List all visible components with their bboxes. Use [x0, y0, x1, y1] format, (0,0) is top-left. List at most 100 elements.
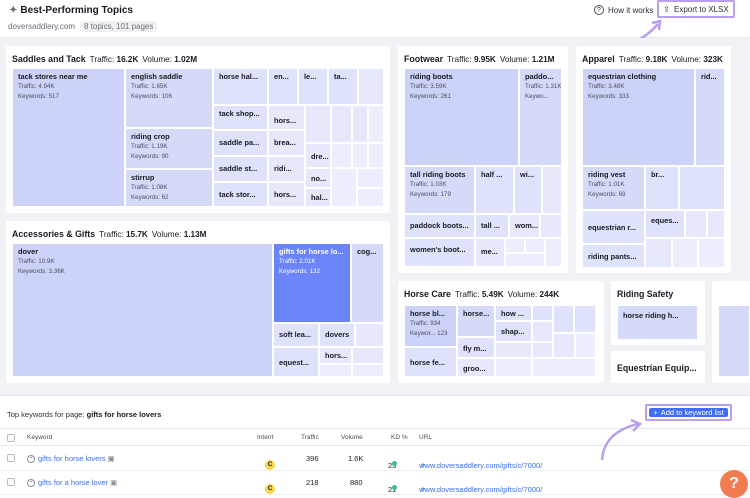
treemap-cell: [532, 321, 553, 342]
treemap-cell[interactable]: stirrup Traffic: 1.08K Keywords: 62: [125, 169, 213, 207]
treemap-cell[interactable]: equest...: [273, 347, 319, 377]
treemap-cell[interactable]: riding crop Traffic: 1.19K Keywords: 90: [125, 128, 213, 169]
column-kd[interactable]: KD %: [391, 434, 408, 441]
treemap-cell[interactable]: saddle pa...: [213, 130, 268, 156]
table-row: +gifts for a horse lover ▣ C 218 880 21 …: [0, 471, 750, 495]
treemap-cell[interactable]: paddo... Traffic: 1.31K Keywo...: [519, 68, 562, 166]
treemap-cell[interactable]: hors...: [268, 182, 305, 207]
treemap-cell[interactable]: horse riding h...: [617, 305, 698, 340]
treemap-cell[interactable]: riding boots Traffic: 3.59K Keywords: 261: [404, 68, 519, 166]
treemap-cell[interactable]: english saddle Traffic: 1.65K Keywords: 10…: [125, 68, 213, 128]
treemap-cell[interactable]: shap...: [495, 321, 532, 342]
serp-icon[interactable]: ▣: [110, 478, 118, 487]
column-traffic[interactable]: Traffic: [301, 434, 319, 441]
select-all-checkbox[interactable]: [7, 434, 15, 442]
treemap-cell: [685, 210, 707, 238]
table-row: +gifts for horse lovers ▣ C 396 1.6K 25 …: [0, 447, 750, 471]
treemap-cell[interactable]: dre...: [305, 143, 331, 168]
export-icon: ⇪: [663, 4, 670, 14]
treemap-cell[interactable]: tall ...: [475, 214, 509, 238]
treemap-cell[interactable]: riding pants...: [582, 244, 645, 268]
treemap-cell[interactable]: ta...: [328, 68, 358, 105]
how-it-works-link[interactable]: ? How it works: [594, 5, 653, 15]
external-link-icon: ↗: [419, 461, 426, 470]
serp-icon[interactable]: ▣: [107, 454, 115, 463]
treemap-cell: [319, 364, 352, 377]
treemap-cell[interactable]: groo...: [457, 358, 495, 377]
treemap-cell[interactable]: saddle st...: [213, 156, 268, 182]
treemap-cell[interactable]: equestrian clothing Traffic: 3.48K Keyword…: [582, 68, 695, 166]
treemap-cell[interactable]: dover Traffic: 10.9K Keywords: 3.36K: [12, 243, 273, 377]
treemap-cell[interactable]: brea...: [268, 130, 305, 156]
treemap-cell[interactable]: soft lea...: [273, 323, 319, 347]
treemap-cell-selected[interactable]: gifts for horse lo... Traffic: 2.01K Keywo…: [273, 243, 351, 323]
treemap-cell[interactable]: le...: [298, 68, 328, 105]
row-checkbox[interactable]: [7, 454, 15, 462]
treemap-cell[interactable]: tack stores near me Traffic: 4.94K Keyword…: [12, 68, 125, 207]
plus-circle-icon[interactable]: +: [27, 479, 35, 488]
treemap-cell[interactable]: fly m...: [457, 337, 495, 358]
page-header: ✦ Best-Performing Topics doversaddlery.c…: [0, 0, 750, 38]
treemap-cell: [698, 238, 725, 268]
treemap-cell[interactable]: me...: [475, 238, 505, 267]
treemap-cell: [331, 168, 357, 207]
page-subtitle: doversaddlery.com 8 topics, 101 pages: [8, 21, 158, 32]
treemap-cell[interactable]: br...: [645, 166, 679, 210]
help-button[interactable]: ?: [720, 470, 748, 498]
treemap-cell[interactable]: horse...: [457, 305, 495, 337]
treemap-cell: [495, 358, 532, 377]
page-title: Best-Performing Topics: [20, 5, 133, 16]
treemap-cell[interactable]: wom...: [509, 214, 540, 238]
traffic-cell: 218: [306, 478, 319, 487]
keyword-cell[interactable]: + gifts for a horse lover ▣: [27, 478, 118, 488]
treemap-cell[interactable]: tack shop...: [213, 105, 268, 130]
export-xlsx-button[interactable]: ⇪ Export to XLSX: [657, 0, 735, 18]
topics-treemap: Saddles and Tack Traffic: 16.2K Volume: 1.…: [0, 38, 750, 395]
treemap-cell[interactable]: no...: [305, 168, 331, 188]
treemap-cell[interactable]: horse hal...: [213, 68, 268, 105]
treemap-cell: [352, 364, 384, 377]
treemap-cell[interactable]: tack stor...: [213, 182, 268, 207]
treemap-cell[interactable]: women's boot...: [404, 238, 475, 267]
column-intent[interactable]: Intent: [257, 434, 274, 441]
column-volume[interactable]: Volume: [341, 434, 363, 441]
column-keyword[interactable]: Keyword: [27, 434, 53, 441]
page-title-row: ✦ Best-Performing Topics: [9, 5, 133, 16]
treemap-cell: [540, 214, 562, 238]
treemap-cell[interactable]: hors...: [268, 105, 305, 130]
treemap-cell: [718, 305, 750, 377]
treemap-cell: [357, 188, 384, 207]
treemap-cell[interactable]: hal...: [305, 188, 331, 207]
treemap-cell[interactable]: ridi...: [268, 156, 305, 182]
treemap-cell: [553, 333, 575, 358]
treemap-cell[interactable]: dovers: [319, 323, 355, 347]
external-link-icon: ↗: [419, 485, 426, 494]
keywords-panel: Top keywords for page: gifts for horse l…: [0, 395, 750, 498]
treemap-cell[interactable]: horse bl... Traffic: 934 Keywor... 123: [404, 305, 457, 347]
treemap-cell[interactable]: equestrian r...: [582, 210, 645, 244]
treemap-cell[interactable]: hors...: [319, 347, 352, 364]
treemap-cell[interactable]: how ...: [495, 305, 532, 321]
treemap-cell[interactable]: half ...: [475, 166, 514, 214]
treemap-cell[interactable]: en...: [268, 68, 298, 105]
treemap-cell[interactable]: rid...: [695, 68, 725, 166]
treemap-cell[interactable]: paddock boots...: [404, 214, 475, 238]
treemap-cell[interactable]: cog...: [351, 243, 384, 323]
topic-header: Horse Care Traffic: 5.49K Volume: 244K: [404, 289, 560, 299]
volume-cell: 1.6K: [348, 454, 364, 463]
treemap-cell: [505, 253, 545, 267]
sparkle-icon: ✦: [9, 5, 18, 16]
topic-equestrian-equip[interactable]: Equestrian Equip...: [611, 351, 705, 383]
plus-circle-icon[interactable]: +: [27, 455, 35, 464]
treemap-cell[interactable]: wi...: [514, 166, 542, 214]
keyword-cell[interactable]: + gifts for horse lovers ▣: [27, 454, 115, 464]
treemap-cell[interactable]: riding vest Traffic: 1.01K Keywords: 69: [582, 166, 645, 210]
plus-icon: +: [653, 408, 658, 417]
treemap-cell[interactable]: tall riding boots Traffic: 1.03K Keywords:…: [404, 166, 475, 214]
treemap-cell: [352, 105, 368, 143]
treemap-cell: [352, 347, 384, 364]
treemap-cell[interactable]: horse fe...: [404, 347, 457, 377]
row-checkbox[interactable]: [7, 478, 15, 486]
treemap-cell[interactable]: eques...: [645, 210, 685, 238]
add-to-keyword-list-button[interactable]: + Add to keyword list: [645, 404, 732, 421]
